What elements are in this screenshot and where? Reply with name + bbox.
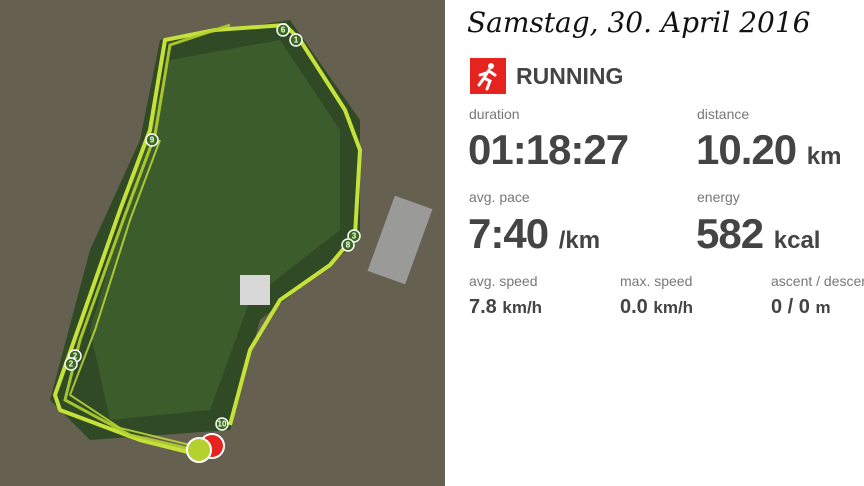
stat-value: 7:40 /km xyxy=(468,210,600,258)
value: 7:40 xyxy=(468,210,549,257)
km-marker: 8 xyxy=(341,238,355,252)
stat-value: 7.8 km/h xyxy=(469,296,542,319)
activity-type: RUNNING xyxy=(516,63,624,89)
marker-label: 1 xyxy=(294,36,299,45)
map-markers: 61 9 38 22 10 xyxy=(64,23,361,431)
stat-label: max. speed xyxy=(620,273,693,289)
stat-value: 01:18:27 xyxy=(468,126,629,174)
stats-panel: Samstag, 30. April 2016 RUNNING duration… xyxy=(445,0,864,486)
marker-dot xyxy=(289,33,303,47)
unit: kcal xyxy=(773,227,821,254)
marker-label: 2 xyxy=(69,360,74,369)
value: 582 xyxy=(696,210,764,257)
unit: km xyxy=(806,143,842,170)
value: 01:18:27 xyxy=(468,126,629,173)
activity-icon xyxy=(470,58,506,94)
value: 0 / 0 xyxy=(771,296,810,318)
unit: km/h xyxy=(653,298,694,317)
marker-dot xyxy=(341,238,355,252)
unit: m xyxy=(815,298,831,317)
date: Samstag, 30. April 2016 xyxy=(467,6,811,39)
value: 0.0 xyxy=(620,296,648,318)
stat-label: energy xyxy=(697,189,740,205)
marker-label: 3 xyxy=(352,232,357,241)
value: 10.20 xyxy=(696,126,797,173)
marker-dot xyxy=(215,417,229,431)
marker-dot xyxy=(145,133,159,147)
marker-label: 9 xyxy=(150,136,155,145)
stat-label: duration xyxy=(469,106,520,122)
km-marker: 9 xyxy=(145,133,159,147)
km-marker: 10 xyxy=(215,417,229,431)
stat-value: 582 kcal xyxy=(696,210,820,258)
marker-dot xyxy=(64,357,78,371)
stat-label: distance xyxy=(697,106,750,122)
stat-label: ascent / descent xyxy=(771,273,864,289)
map: 61 9 38 22 10 xyxy=(0,0,445,486)
stat-label: avg. speed xyxy=(469,273,538,289)
stat-value: 10.20 km xyxy=(696,126,841,174)
km-marker: 1 xyxy=(289,33,303,47)
unit: /km xyxy=(558,227,601,254)
value: 7.8 xyxy=(469,296,497,318)
km-marker: 2 xyxy=(64,357,78,371)
marker-label: 8 xyxy=(346,241,351,250)
start-marker xyxy=(186,437,212,463)
marker-label: 6 xyxy=(281,26,286,35)
marker-label: 10 xyxy=(218,420,227,429)
km-marker: 6 xyxy=(276,23,290,37)
marker-label: 2 xyxy=(73,352,78,361)
stat-label: avg. pace xyxy=(469,189,530,205)
stat-value: 0.0 km/h xyxy=(620,296,693,319)
stat-value: 0 / 0 m xyxy=(771,296,831,319)
unit: km/h xyxy=(502,298,543,317)
marker-dot xyxy=(276,23,290,37)
